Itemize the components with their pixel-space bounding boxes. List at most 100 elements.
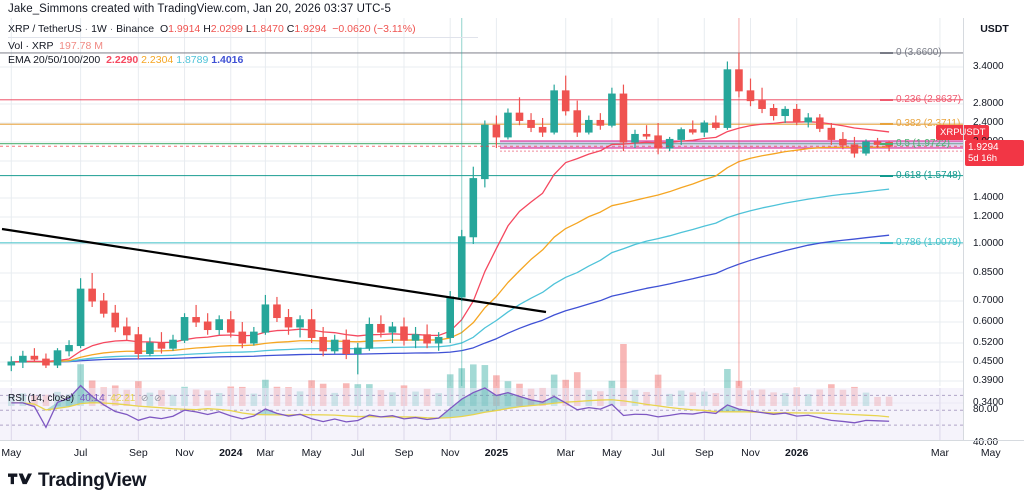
candle-body bbox=[816, 117, 824, 129]
fib-level-swatch bbox=[880, 142, 893, 145]
chart-legend: XRP / TetherUS · 1W · Binance O1.9914 H2… bbox=[8, 22, 478, 67]
fib-level-label: 0.382 (2.3711) bbox=[896, 118, 961, 130]
time-tick-label: May bbox=[601, 447, 622, 459]
price-grid bbox=[0, 18, 963, 404]
candle-body bbox=[273, 304, 281, 319]
candle-body bbox=[631, 133, 639, 143]
price-tick-label: 0.3400 bbox=[973, 397, 1004, 408]
time-tick-label: Jul bbox=[651, 447, 665, 459]
candle-body bbox=[665, 138, 674, 149]
candle-body bbox=[30, 355, 39, 360]
candle-body bbox=[561, 90, 570, 112]
price-axis[interactable]: USDT 3.40002.80002.40002.00001.70001.400… bbox=[963, 18, 1024, 448]
rsi-legend[interactable]: RSI (14, close) 40.14 42.21 ⊘ ⊘ bbox=[8, 392, 162, 405]
candle-body bbox=[677, 129, 686, 140]
price-tick-label: 2.8000 bbox=[973, 98, 1004, 109]
rsi-background bbox=[0, 388, 963, 440]
legend-low-value: 1.8470 bbox=[251, 23, 284, 35]
candle-body bbox=[804, 117, 813, 123]
chart-area[interactable]: 0 (3.6600) 0.236 (2.8637) 0.382 (2.3711) 0.… bbox=[0, 18, 990, 440]
candle-body bbox=[238, 331, 247, 344]
time-tick-label: Nov bbox=[741, 447, 760, 459]
candle-body bbox=[481, 124, 489, 180]
candle-body bbox=[319, 336, 327, 352]
tradingview-logo[interactable]: TradingView bbox=[8, 470, 147, 492]
price-tick-label: 1.2000 bbox=[973, 211, 1004, 222]
candle-body bbox=[746, 90, 755, 102]
candle-body bbox=[792, 108, 801, 123]
time-axis[interactable]: May Jul Sep Nov 2024 Mar May Jul Sep Nov 2025 Mar Ma… bbox=[0, 440, 1024, 467]
legend-exchange[interactable]: Binance bbox=[116, 23, 155, 35]
symbol-price-badge: XRPUSDT bbox=[936, 125, 990, 140]
candle-body bbox=[261, 304, 270, 333]
candle-body bbox=[700, 122, 709, 133]
candle-body bbox=[307, 319, 316, 338]
candle-body bbox=[7, 361, 16, 366]
rsi-tick-label: 80.00 bbox=[973, 404, 999, 415]
candle-body bbox=[423, 334, 431, 344]
legend-ohlc-row[interactable]: XRP / TetherUS · 1W · Binance O1.9914 H2… bbox=[8, 23, 416, 35]
legend-ema50-value: 2.2304 bbox=[141, 54, 174, 66]
legend-volume-label: Vol · XRP bbox=[8, 40, 54, 52]
candle-body bbox=[411, 334, 420, 341]
candle-body bbox=[354, 347, 362, 355]
rsi-divergence-fill bbox=[11, 385, 890, 419]
legend-close-value: 1.9294 bbox=[294, 23, 327, 35]
candle-body bbox=[434, 336, 443, 344]
candle-body bbox=[123, 326, 131, 336]
candle-body bbox=[65, 345, 73, 352]
price-pane[interactable] bbox=[0, 18, 963, 406]
legend-volume-row[interactable]: Vol · XRP 197.78 M bbox=[8, 37, 478, 53]
legend-close-label: C bbox=[286, 23, 295, 35]
candle-body bbox=[342, 339, 351, 355]
legend-ema-label: EMA 20/50/100/200 bbox=[8, 54, 101, 66]
legend-symbol[interactable]: XRP / TetherUS bbox=[8, 23, 82, 35]
rsi-line bbox=[11, 384, 890, 429]
price-tick-label: 0.8500 bbox=[973, 267, 1004, 278]
time-tick-label: 2025 bbox=[484, 447, 509, 459]
candle-body bbox=[492, 124, 501, 138]
candle-body bbox=[365, 323, 374, 349]
trend-line[interactable] bbox=[1, 227, 547, 314]
fib-level-swatch bbox=[880, 51, 893, 54]
candle-body bbox=[758, 100, 766, 109]
time-tick-label: 2024 bbox=[219, 447, 243, 459]
rsi-legend-title: RSI (14, close) bbox=[8, 393, 75, 404]
legend-interval[interactable]: 1W bbox=[91, 23, 107, 35]
time-tick-label: Nov bbox=[440, 447, 460, 459]
legend-high-label: H bbox=[203, 23, 211, 35]
legend-ema20-value: 2.2290 bbox=[106, 54, 139, 66]
time-tick-label: Nov bbox=[175, 447, 194, 459]
time-tick-label: Mar bbox=[256, 447, 275, 459]
candle-body bbox=[388, 326, 397, 333]
legend-ema-row[interactable]: EMA 20/50/100/200 2.2290 2.2304 1.8789 1… bbox=[8, 53, 478, 67]
rsi-legend-ma-value: 42.21 bbox=[110, 393, 136, 404]
candle-body bbox=[504, 112, 512, 138]
rsi-pane[interactable] bbox=[0, 384, 963, 440]
support-zone bbox=[500, 140, 963, 148]
candle-body bbox=[538, 126, 547, 133]
candle-body bbox=[608, 93, 616, 126]
ema200-line bbox=[11, 234, 890, 363]
candle-body bbox=[585, 119, 593, 133]
eye-off-icon[interactable]: ⊘ bbox=[140, 393, 149, 403]
time-tick-label: 2026 bbox=[785, 447, 809, 459]
candle-body bbox=[550, 90, 558, 133]
candle-body bbox=[226, 319, 235, 333]
tradingview-wordmark: TradingView bbox=[38, 470, 147, 491]
ema100-line bbox=[11, 188, 890, 363]
volume-bar bbox=[470, 364, 477, 406]
candle-body bbox=[712, 122, 720, 128]
price-axis-unit: USDT bbox=[980, 23, 1009, 35]
legend-volume-value: 197.78 M bbox=[59, 40, 103, 52]
settings-off-icon[interactable]: ⊘ bbox=[154, 393, 162, 403]
time-tick-label: Sep bbox=[694, 447, 714, 459]
candle-body bbox=[192, 317, 200, 323]
candle-body bbox=[42, 358, 50, 366]
candle-body bbox=[446, 296, 454, 338]
candle-body bbox=[284, 317, 293, 328]
candle-body bbox=[180, 317, 189, 341]
candle-body bbox=[827, 127, 836, 140]
fib-level-swatch bbox=[880, 123, 893, 126]
fib-level-label: 0.618 (1.5748) bbox=[896, 169, 962, 181]
